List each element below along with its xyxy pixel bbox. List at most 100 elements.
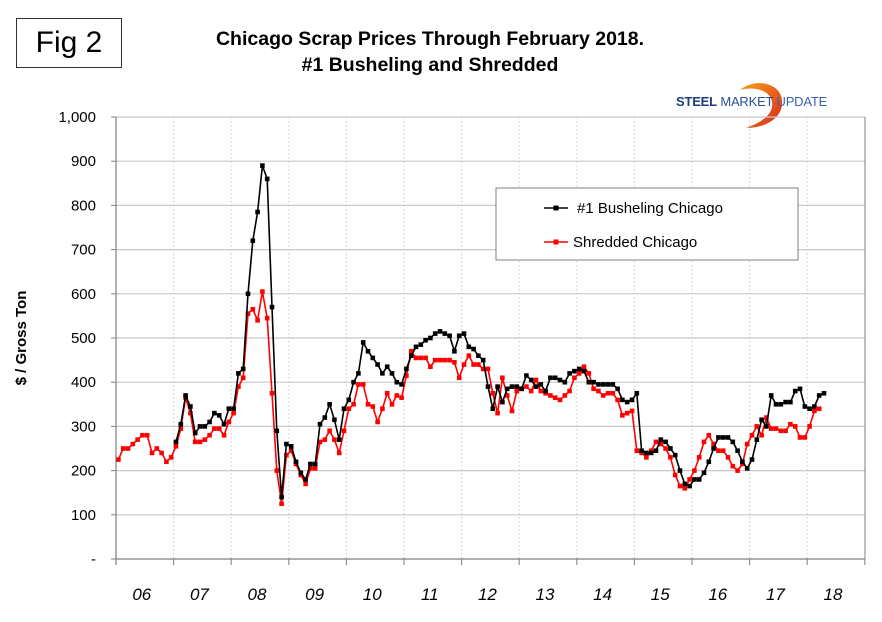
data-point-busheling bbox=[648, 450, 654, 456]
data-point-busheling bbox=[711, 446, 716, 451]
data-point-shredded bbox=[447, 357, 452, 363]
data-point-busheling bbox=[759, 417, 764, 423]
data-point-busheling bbox=[274, 428, 280, 434]
data-point-busheling bbox=[610, 382, 616, 387]
y-tick-label: 600 bbox=[71, 286, 96, 303]
data-point-busheling bbox=[408, 353, 414, 358]
legend-box bbox=[495, 187, 799, 261]
data-point-busheling bbox=[725, 435, 731, 440]
data-point-busheling bbox=[500, 399, 505, 405]
data-point-shredded bbox=[346, 406, 352, 412]
data-point-shredded bbox=[207, 432, 212, 438]
data-point-busheling bbox=[485, 384, 491, 389]
data-point-busheling bbox=[735, 448, 740, 454]
data-point-busheling bbox=[701, 470, 707, 476]
series-line-busheling bbox=[175, 164, 825, 498]
data-point-shredded bbox=[404, 373, 409, 378]
data-point-busheling bbox=[572, 368, 577, 374]
data-point-shredded bbox=[773, 426, 779, 431]
data-point-busheling bbox=[173, 439, 179, 445]
data-point-busheling bbox=[773, 402, 779, 407]
data-point-shredded bbox=[500, 375, 505, 381]
data-point-busheling bbox=[509, 384, 515, 389]
data-point-busheling bbox=[207, 419, 212, 425]
data-point-busheling bbox=[576, 366, 582, 372]
data-point-shredded bbox=[476, 362, 481, 367]
data-point-shredded bbox=[768, 426, 774, 431]
data-point-shredded bbox=[202, 437, 208, 442]
data-point-busheling bbox=[351, 379, 356, 385]
data-point-busheling bbox=[384, 364, 390, 370]
data-point-busheling bbox=[452, 348, 457, 354]
data-point-shredded bbox=[514, 388, 520, 394]
x-tick-label: 09 bbox=[305, 585, 324, 604]
data-point-busheling bbox=[615, 386, 620, 392]
data-point-shredded bbox=[480, 366, 486, 372]
data-point-shredded bbox=[471, 362, 476, 367]
data-point-shredded bbox=[140, 432, 145, 438]
data-point-shredded bbox=[428, 364, 433, 370]
data-point-shredded bbox=[418, 355, 424, 361]
data-point-shredded bbox=[375, 419, 380, 425]
data-point-busheling bbox=[552, 375, 558, 381]
data-point-shredded bbox=[322, 437, 328, 442]
data-point-shredded bbox=[317, 439, 323, 445]
data-point-shredded bbox=[720, 448, 726, 454]
data-point-shredded bbox=[730, 463, 736, 469]
data-point-shredded bbox=[456, 375, 462, 381]
axes: - 100 200 300 400 500 600 700 800 900 1,000 06 07 08 0… bbox=[58, 109, 866, 604]
data-point-shredded bbox=[130, 441, 136, 447]
data-point-shredded bbox=[144, 432, 150, 438]
data-point-busheling bbox=[312, 461, 318, 467]
y-tick-label: 100 bbox=[71, 507, 96, 524]
data-point-shredded bbox=[687, 477, 692, 482]
data-point-shredded bbox=[562, 393, 568, 398]
data-point-shredded bbox=[188, 410, 193, 416]
data-point-shredded bbox=[380, 406, 385, 412]
data-point-busheling bbox=[476, 353, 481, 358]
data-point-busheling bbox=[720, 435, 726, 440]
data-point-busheling bbox=[336, 437, 342, 442]
data-point-busheling bbox=[706, 459, 712, 465]
data-point-busheling bbox=[696, 477, 702, 482]
y-tick-label: 900 bbox=[71, 153, 96, 170]
data-point-busheling bbox=[495, 384, 500, 389]
data-point-busheling bbox=[749, 457, 755, 462]
series-line-shredded bbox=[117, 290, 820, 505]
data-point-shredded bbox=[240, 375, 246, 381]
data-point-busheling bbox=[264, 176, 270, 182]
data-point-busheling bbox=[504, 386, 510, 392]
data-point-shredded bbox=[634, 448, 640, 454]
data-point-shredded bbox=[504, 393, 510, 398]
data-point-busheling bbox=[672, 452, 678, 458]
data-point-shredded bbox=[288, 448, 294, 454]
data-point-shredded bbox=[327, 428, 332, 434]
x-tick-label: 16 bbox=[708, 585, 727, 604]
data-point-busheling bbox=[519, 386, 524, 392]
data-point-busheling bbox=[327, 402, 332, 407]
data-point-shredded bbox=[264, 315, 270, 321]
x-tick-label: 17 bbox=[766, 585, 785, 604]
x-tick-label: 13 bbox=[536, 585, 555, 604]
y-tick-label: 500 bbox=[71, 330, 96, 347]
logo-text-steel: STEEL bbox=[676, 94, 717, 109]
data-point-shredded bbox=[125, 446, 131, 451]
data-point-shredded bbox=[461, 362, 467, 367]
data-point-shredded bbox=[120, 446, 126, 451]
data-point-busheling bbox=[740, 459, 745, 465]
data-point-busheling bbox=[591, 379, 596, 385]
data-point-busheling bbox=[466, 344, 472, 350]
data-point-busheling bbox=[716, 435, 721, 440]
data-point-shredded bbox=[682, 485, 688, 491]
data-point-busheling bbox=[226, 406, 232, 412]
data-point-busheling bbox=[404, 366, 409, 372]
data-point-shredded bbox=[274, 468, 280, 473]
data-point-busheling bbox=[188, 404, 193, 409]
data-point-busheling bbox=[644, 450, 649, 456]
data-point-busheling bbox=[399, 382, 404, 387]
data-point-shredded bbox=[624, 410, 630, 416]
data-point-busheling bbox=[788, 399, 793, 405]
data-point-busheling bbox=[658, 437, 664, 442]
y-tick-label: 800 bbox=[71, 197, 96, 214]
data-point-shredded bbox=[164, 459, 169, 465]
